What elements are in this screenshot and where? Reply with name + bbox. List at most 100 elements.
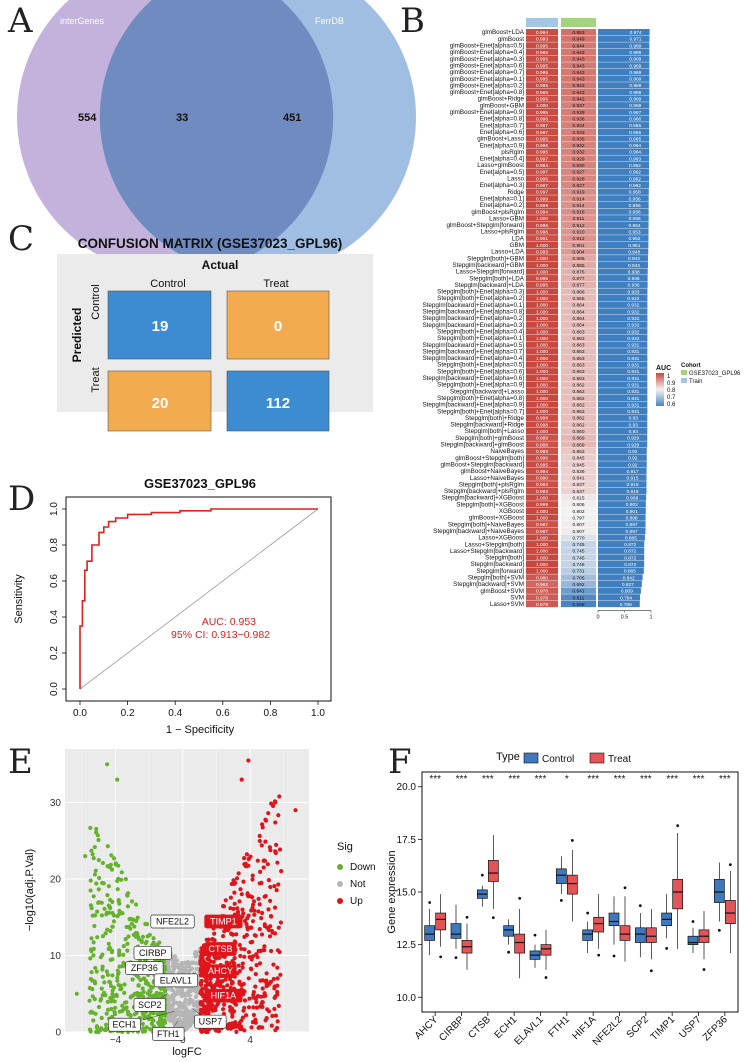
model-label: glmBoost+SVM — [480, 588, 524, 595]
mean-auc-value: 0.969 — [629, 90, 641, 96]
mean-auc-value: 0.967 — [629, 110, 641, 116]
point-down — [123, 937, 128, 942]
point-up — [261, 865, 266, 870]
heat-cell-test — [561, 394, 596, 401]
heat-value-test: 0.802 — [572, 509, 584, 515]
point-down — [109, 853, 114, 858]
heat-cell-test — [561, 29, 596, 36]
point-up — [252, 908, 257, 913]
point-not — [179, 994, 184, 999]
heat-value-test: 0.933 — [572, 130, 584, 136]
box-treat — [593, 916, 605, 933]
heat-cell-test — [561, 48, 596, 56]
mean-auc-value: 0.962 — [629, 170, 641, 176]
legend-dot-not — [337, 881, 343, 887]
point-up — [271, 962, 276, 967]
heat-cell-train — [526, 122, 558, 129]
point-down — [98, 997, 104, 1002]
heat-value-train: 1.000 — [536, 296, 548, 302]
point-up — [265, 862, 270, 867]
mean-auc-value: 0.931 — [627, 343, 639, 349]
heat-value-test: 0.862 — [572, 416, 584, 422]
heat-cell-test — [561, 215, 596, 222]
point-up — [272, 1006, 277, 1012]
point-not — [175, 1008, 180, 1014]
heat-value-train: 1.000 — [536, 343, 548, 349]
heat-cell-test — [561, 108, 596, 116]
heat-value-train: 0.993 — [536, 37, 548, 43]
point-up — [246, 950, 252, 955]
mean-auc-bar — [598, 388, 648, 395]
heat-value-test: 0.932 — [572, 143, 584, 149]
model-label: Stepglm[backward]+Enet[alpha=0.4] — [422, 355, 524, 362]
point-up — [269, 948, 274, 954]
heat-value-test: 0.904 — [572, 249, 584, 255]
model-label: Stepglm[backward]+Enet[alpha=0.2] — [422, 315, 524, 322]
heat-cell-test — [561, 421, 596, 428]
roc-axes: 0.0 0.0 0.2 0.2 0.4 0.4 0.6 0.6 0.8 0.8 1.0 1.0 — [49, 502, 325, 719]
point-down — [99, 986, 104, 991]
venn-intersection — [99, 0, 334, 270]
outlier-point — [507, 950, 511, 954]
box-axes: 10.0 12.5 15.0 17.5 20.0 AHCY *** CIRBP *** CTSB *… — [397, 774, 731, 1048]
heat-cell-train — [526, 374, 558, 382]
outlier-point — [533, 933, 537, 937]
point-down — [126, 934, 131, 939]
point-not — [185, 1009, 190, 1014]
point-down — [89, 1009, 94, 1015]
mean-auc-value: 0.936 — [628, 276, 640, 282]
heat-cell-test — [561, 88, 596, 96]
heat-value-train: 1.000 — [536, 289, 548, 295]
point-down — [89, 970, 94, 975]
cell-value: 0 — [274, 318, 282, 335]
heat-value-train: 0.994 — [536, 210, 548, 216]
sig-star: *** — [482, 774, 494, 785]
model-label: Stepglm[both]+Enet[alpha=0.5] — [437, 362, 524, 369]
outlier-point — [597, 953, 601, 957]
roc-x-tick-label: 0.2 — [121, 708, 135, 719]
heat-cell-test — [561, 102, 596, 109]
box-treat — [724, 900, 736, 924]
mean-auc-value: 0.969 — [629, 43, 641, 49]
point-down — [110, 973, 115, 978]
volcano-points — [74, 758, 298, 1035]
mean-auc-bar — [598, 481, 647, 488]
heat-cell-train — [526, 368, 558, 375]
heat-cell-test — [561, 221, 596, 229]
point-up — [259, 843, 264, 848]
point-down — [115, 968, 120, 973]
point-up — [276, 925, 281, 930]
point-up — [212, 931, 217, 936]
heat-cell-test — [561, 600, 596, 608]
gene-label-box — [204, 914, 243, 929]
mean-auc-value: 0.842 — [623, 575, 635, 581]
heat-value-test: 0.845 — [572, 456, 584, 462]
heat-value-train: 0.991 — [536, 236, 548, 242]
model-label: glmBoost+Enet[alpha=0.9] — [450, 109, 524, 116]
point-down — [105, 762, 110, 767]
panel-label-f: F — [388, 742, 412, 782]
mean-auc-value: 0.954 — [629, 223, 641, 229]
heat-cell-train — [526, 155, 558, 162]
model-label: Stepglm[backward]+Lasso — [450, 388, 525, 395]
point-down — [120, 1003, 125, 1008]
mean-auc-value: 0.915 — [626, 489, 638, 495]
roc-y-tick-label: 0.2 — [49, 646, 60, 660]
roc-diagonal — [79, 508, 319, 690]
heat-value-test: 0.885 — [572, 263, 584, 269]
point-down — [96, 1004, 102, 1010]
heat-value-train: 1.000 — [536, 216, 548, 222]
point-up — [254, 1000, 259, 1005]
point-down — [91, 856, 96, 861]
point-down — [102, 990, 107, 996]
point-down — [90, 852, 95, 857]
point-up — [260, 986, 265, 991]
box-x-label: CIRBP — [437, 1014, 467, 1044]
mean-auc-value: 0.872 — [624, 562, 636, 568]
model-label: glmBoost — [498, 36, 524, 43]
model-label: Ridge — [508, 189, 525, 196]
panel-label-c: C — [8, 219, 34, 259]
mean-auc-value: 0.931 — [627, 396, 639, 402]
box-y-tick-label: 20.0 — [397, 782, 417, 793]
point-down — [154, 990, 159, 996]
